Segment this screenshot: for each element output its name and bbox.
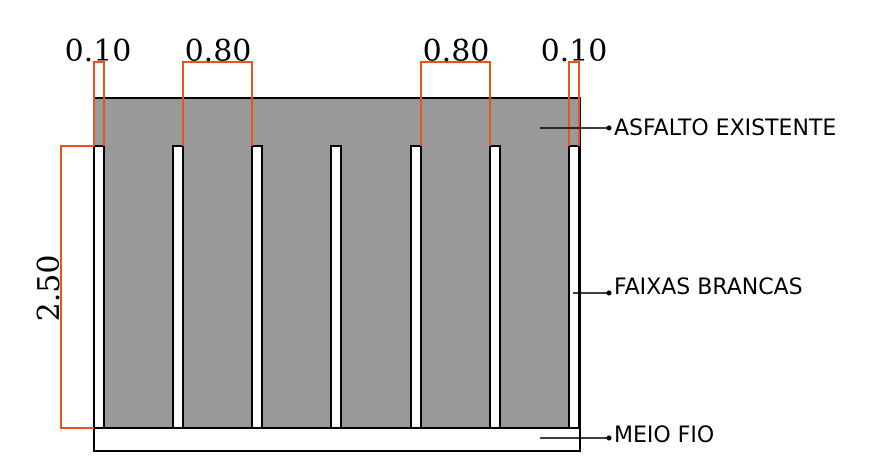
dim-label-gap-left: 0.80 (185, 34, 252, 69)
white-stripe (331, 146, 341, 428)
white-stripe (411, 146, 421, 428)
label-asphalt: ASFALTO EXISTENTE (614, 116, 836, 141)
white-stripe (490, 146, 500, 428)
white-stripe (94, 146, 104, 428)
curb (94, 428, 580, 451)
white-stripe (569, 146, 579, 428)
dim-label-length: 2.50 (32, 255, 67, 322)
dim-label-edge-left: 0.10 (65, 34, 132, 69)
leader-dots (607, 126, 612, 441)
white-stripe (252, 146, 262, 428)
label-stripes: FAIXAS BRANCAS (614, 275, 803, 300)
label-curb: MEIO FIO (614, 423, 714, 448)
dim-label-edge-right: 0.10 (541, 34, 608, 69)
leader-dot-curb (607, 436, 612, 441)
leader-dot-asphalt (607, 126, 612, 131)
white-stripe (173, 146, 183, 428)
leader-dot-stripes (607, 291, 612, 296)
dim-label-gap-right: 0.80 (423, 34, 490, 69)
